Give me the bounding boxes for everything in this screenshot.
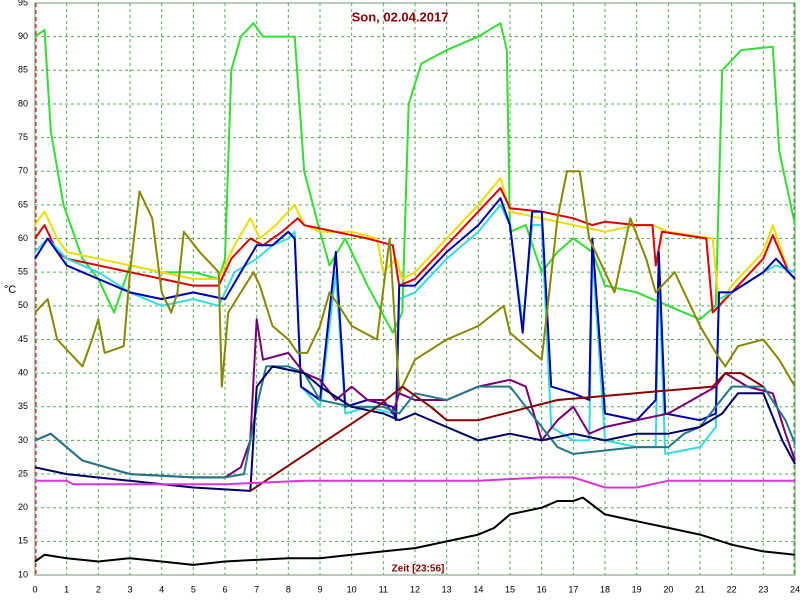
series-line <box>35 476 795 489</box>
x-tick-label: 9 <box>317 584 322 594</box>
x-tick-label: 0 <box>32 584 37 594</box>
y-tick-label: 35 <box>18 401 28 411</box>
x-tick-label: 21 <box>695 584 705 594</box>
y-tick-label: 65 <box>18 199 28 209</box>
x-tick-label: 11 <box>379 584 388 594</box>
y-tick-label: 15 <box>18 536 28 546</box>
series-line <box>34 365 796 492</box>
y-tick-label: 45 <box>18 334 28 344</box>
y-tick-label: 30 <box>18 435 28 445</box>
series-line <box>34 187 796 314</box>
series-line <box>34 203 796 455</box>
x-tick-label: 23 <box>758 584 768 594</box>
x-tick-label: 13 <box>442 584 452 594</box>
x-tick-label: 14 <box>473 584 483 594</box>
x-axis-label: Zeit [23:56] <box>392 564 445 575</box>
y-tick-label: 75 <box>18 132 28 142</box>
x-tick-label: 1 <box>64 584 69 594</box>
y-tick-label: 10 <box>18 569 28 579</box>
x-tick-label: 7 <box>254 584 259 594</box>
x-tick-label: 5 <box>191 584 196 594</box>
y-tick-label: 85 <box>18 65 28 75</box>
x-tick-label: 22 <box>727 584 737 594</box>
x-tick-label: 4 <box>159 584 164 594</box>
y-tick-label: 25 <box>18 468 28 478</box>
y-tick-label: 55 <box>18 267 28 277</box>
x-tick-label: 18 <box>600 584 610 594</box>
x-tick-label: 12 <box>410 584 420 594</box>
y-tick-label: 80 <box>18 98 28 108</box>
chart-title: Son, 02.04.2017 <box>352 9 449 24</box>
y-tick-label: 90 <box>18 31 28 41</box>
series-line <box>34 197 796 422</box>
y-axis-label: °C <box>4 284 16 296</box>
x-tick-label: 8 <box>286 584 291 594</box>
series-line <box>249 372 764 492</box>
y-tick-label: 20 <box>18 502 28 512</box>
y-tick-label: 40 <box>18 367 28 377</box>
lines <box>34 22 796 566</box>
x-tick-label: 3 <box>127 584 132 594</box>
y-tick-label: 60 <box>18 233 28 243</box>
x-tick-label: 6 <box>222 584 227 594</box>
series-line <box>34 496 796 566</box>
series-line <box>34 170 796 395</box>
x-tick-label: 20 <box>663 584 673 594</box>
x-tick-label: 19 <box>632 584 642 594</box>
x-tick-label: 10 <box>347 584 357 594</box>
x-tick-label: 17 <box>568 584 578 594</box>
y-tick-label: 70 <box>18 166 28 176</box>
x-tick-label: 24 <box>790 584 800 594</box>
y-tick-label: 50 <box>18 300 28 310</box>
series-line <box>34 318 796 479</box>
y-tick-label: 95 <box>18 0 28 7</box>
x-tick-label: 16 <box>537 584 547 594</box>
x-tick-label: 15 <box>505 584 515 594</box>
x-tick-label: 2 <box>96 584 101 594</box>
